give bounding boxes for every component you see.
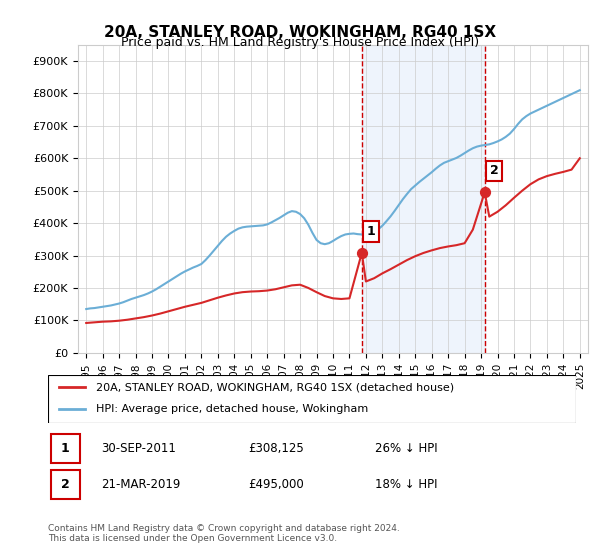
Text: 26% ↓ HPI: 26% ↓ HPI: [376, 442, 438, 455]
Text: 21-MAR-2019: 21-MAR-2019: [101, 478, 180, 491]
Text: 2: 2: [490, 165, 499, 178]
Text: £308,125: £308,125: [248, 442, 304, 455]
Text: 1: 1: [61, 442, 69, 455]
Text: 1: 1: [367, 225, 376, 238]
Point: [480, 188, 490, 197]
Text: 30-SEP-2011: 30-SEP-2011: [101, 442, 176, 455]
Text: HPI: Average price, detached house, Wokingham: HPI: Average price, detached house, Woki…: [95, 404, 368, 414]
FancyBboxPatch shape: [50, 435, 80, 463]
FancyBboxPatch shape: [50, 470, 80, 498]
Text: 18% ↓ HPI: 18% ↓ HPI: [376, 478, 438, 491]
FancyBboxPatch shape: [48, 375, 576, 423]
Text: Contains HM Land Registry data © Crown copyright and database right 2024.
This d: Contains HM Land Registry data © Crown c…: [48, 524, 400, 543]
Text: 20A, STANLEY ROAD, WOKINGHAM, RG40 1SX: 20A, STANLEY ROAD, WOKINGHAM, RG40 1SX: [104, 25, 496, 40]
Text: 20A, STANLEY ROAD, WOKINGHAM, RG40 1SX (detached house): 20A, STANLEY ROAD, WOKINGHAM, RG40 1SX (…: [95, 382, 454, 392]
Text: 2: 2: [61, 478, 69, 491]
Point: [357, 249, 367, 258]
Text: Price paid vs. HM Land Registry's House Price Index (HPI): Price paid vs. HM Land Registry's House …: [121, 36, 479, 49]
Text: £495,000: £495,000: [248, 478, 304, 491]
Bar: [362, 45, 485, 353]
